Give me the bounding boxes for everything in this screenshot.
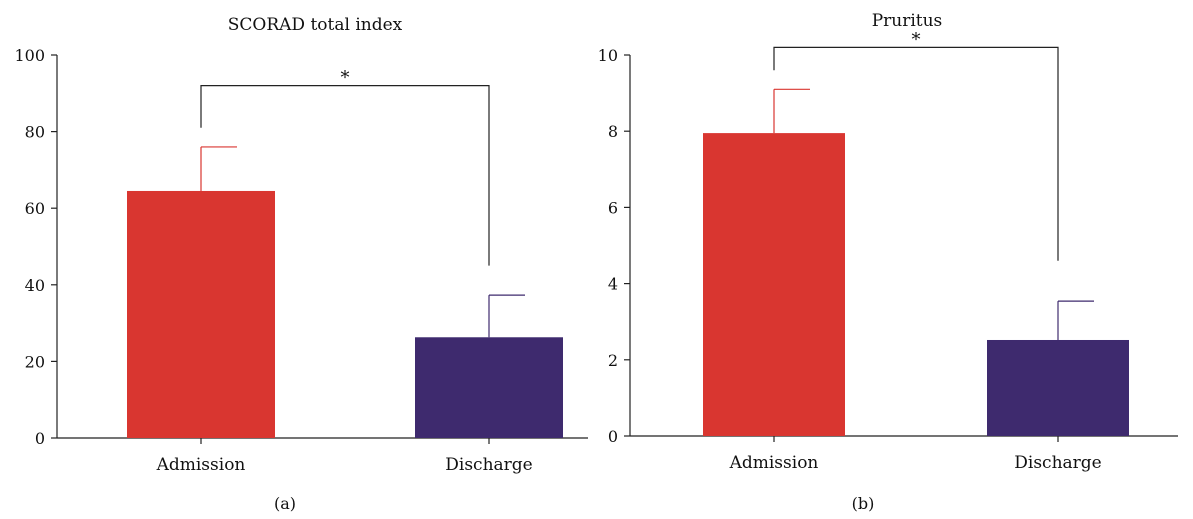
y-tick-label-b-1: 2 (608, 351, 618, 370)
chart-panel-a: SCORAD total index (a) 0 20 40 60 80 100 Admis… (14, 15, 588, 513)
category-label-a-0: Admission (156, 455, 246, 475)
y-tick-label-a-0: 0 (35, 429, 45, 448)
y-tick-label-b-0: 0 (608, 427, 618, 446)
y-tick-label-a-2: 40 (25, 276, 45, 295)
significance-bracket-b (773, 46, 1059, 261)
y-tick-label-a-4: 80 (25, 123, 45, 142)
category-label-b-0: Admission (729, 453, 819, 473)
category-label-a-1: Discharge (445, 455, 532, 475)
bar-a-1 (415, 337, 563, 438)
y-tick-label-b-4: 8 (608, 122, 618, 141)
bar-b-0 (703, 133, 845, 437)
chart-title-a: SCORAD total index (228, 15, 403, 35)
y-tick-label-b-2: 4 (608, 275, 618, 294)
chart-panel-b: Pruritus (b) 0 2 4 6 8 10 Admission Discharge * (598, 11, 1178, 513)
significance-label-a: * (341, 68, 350, 89)
panel-label-a: (a) (274, 494, 296, 513)
chart-title-b: Pruritus (872, 11, 943, 31)
y-tick-label-a-5: 100 (14, 46, 45, 65)
y-tick-label-a-1: 20 (25, 352, 45, 371)
significance-label-b: * (912, 29, 921, 50)
y-tick-label-b-3: 6 (608, 198, 618, 217)
y-tick-label-b-5: 10 (598, 46, 618, 65)
category-label-b-1: Discharge (1014, 453, 1101, 473)
y-tick-label-a-3: 60 (25, 199, 45, 218)
panel-label-b: (b) (852, 494, 875, 513)
bar-a-0 (127, 190, 275, 438)
significance-bracket-a (200, 85, 490, 266)
bar-b-1 (987, 339, 1129, 436)
